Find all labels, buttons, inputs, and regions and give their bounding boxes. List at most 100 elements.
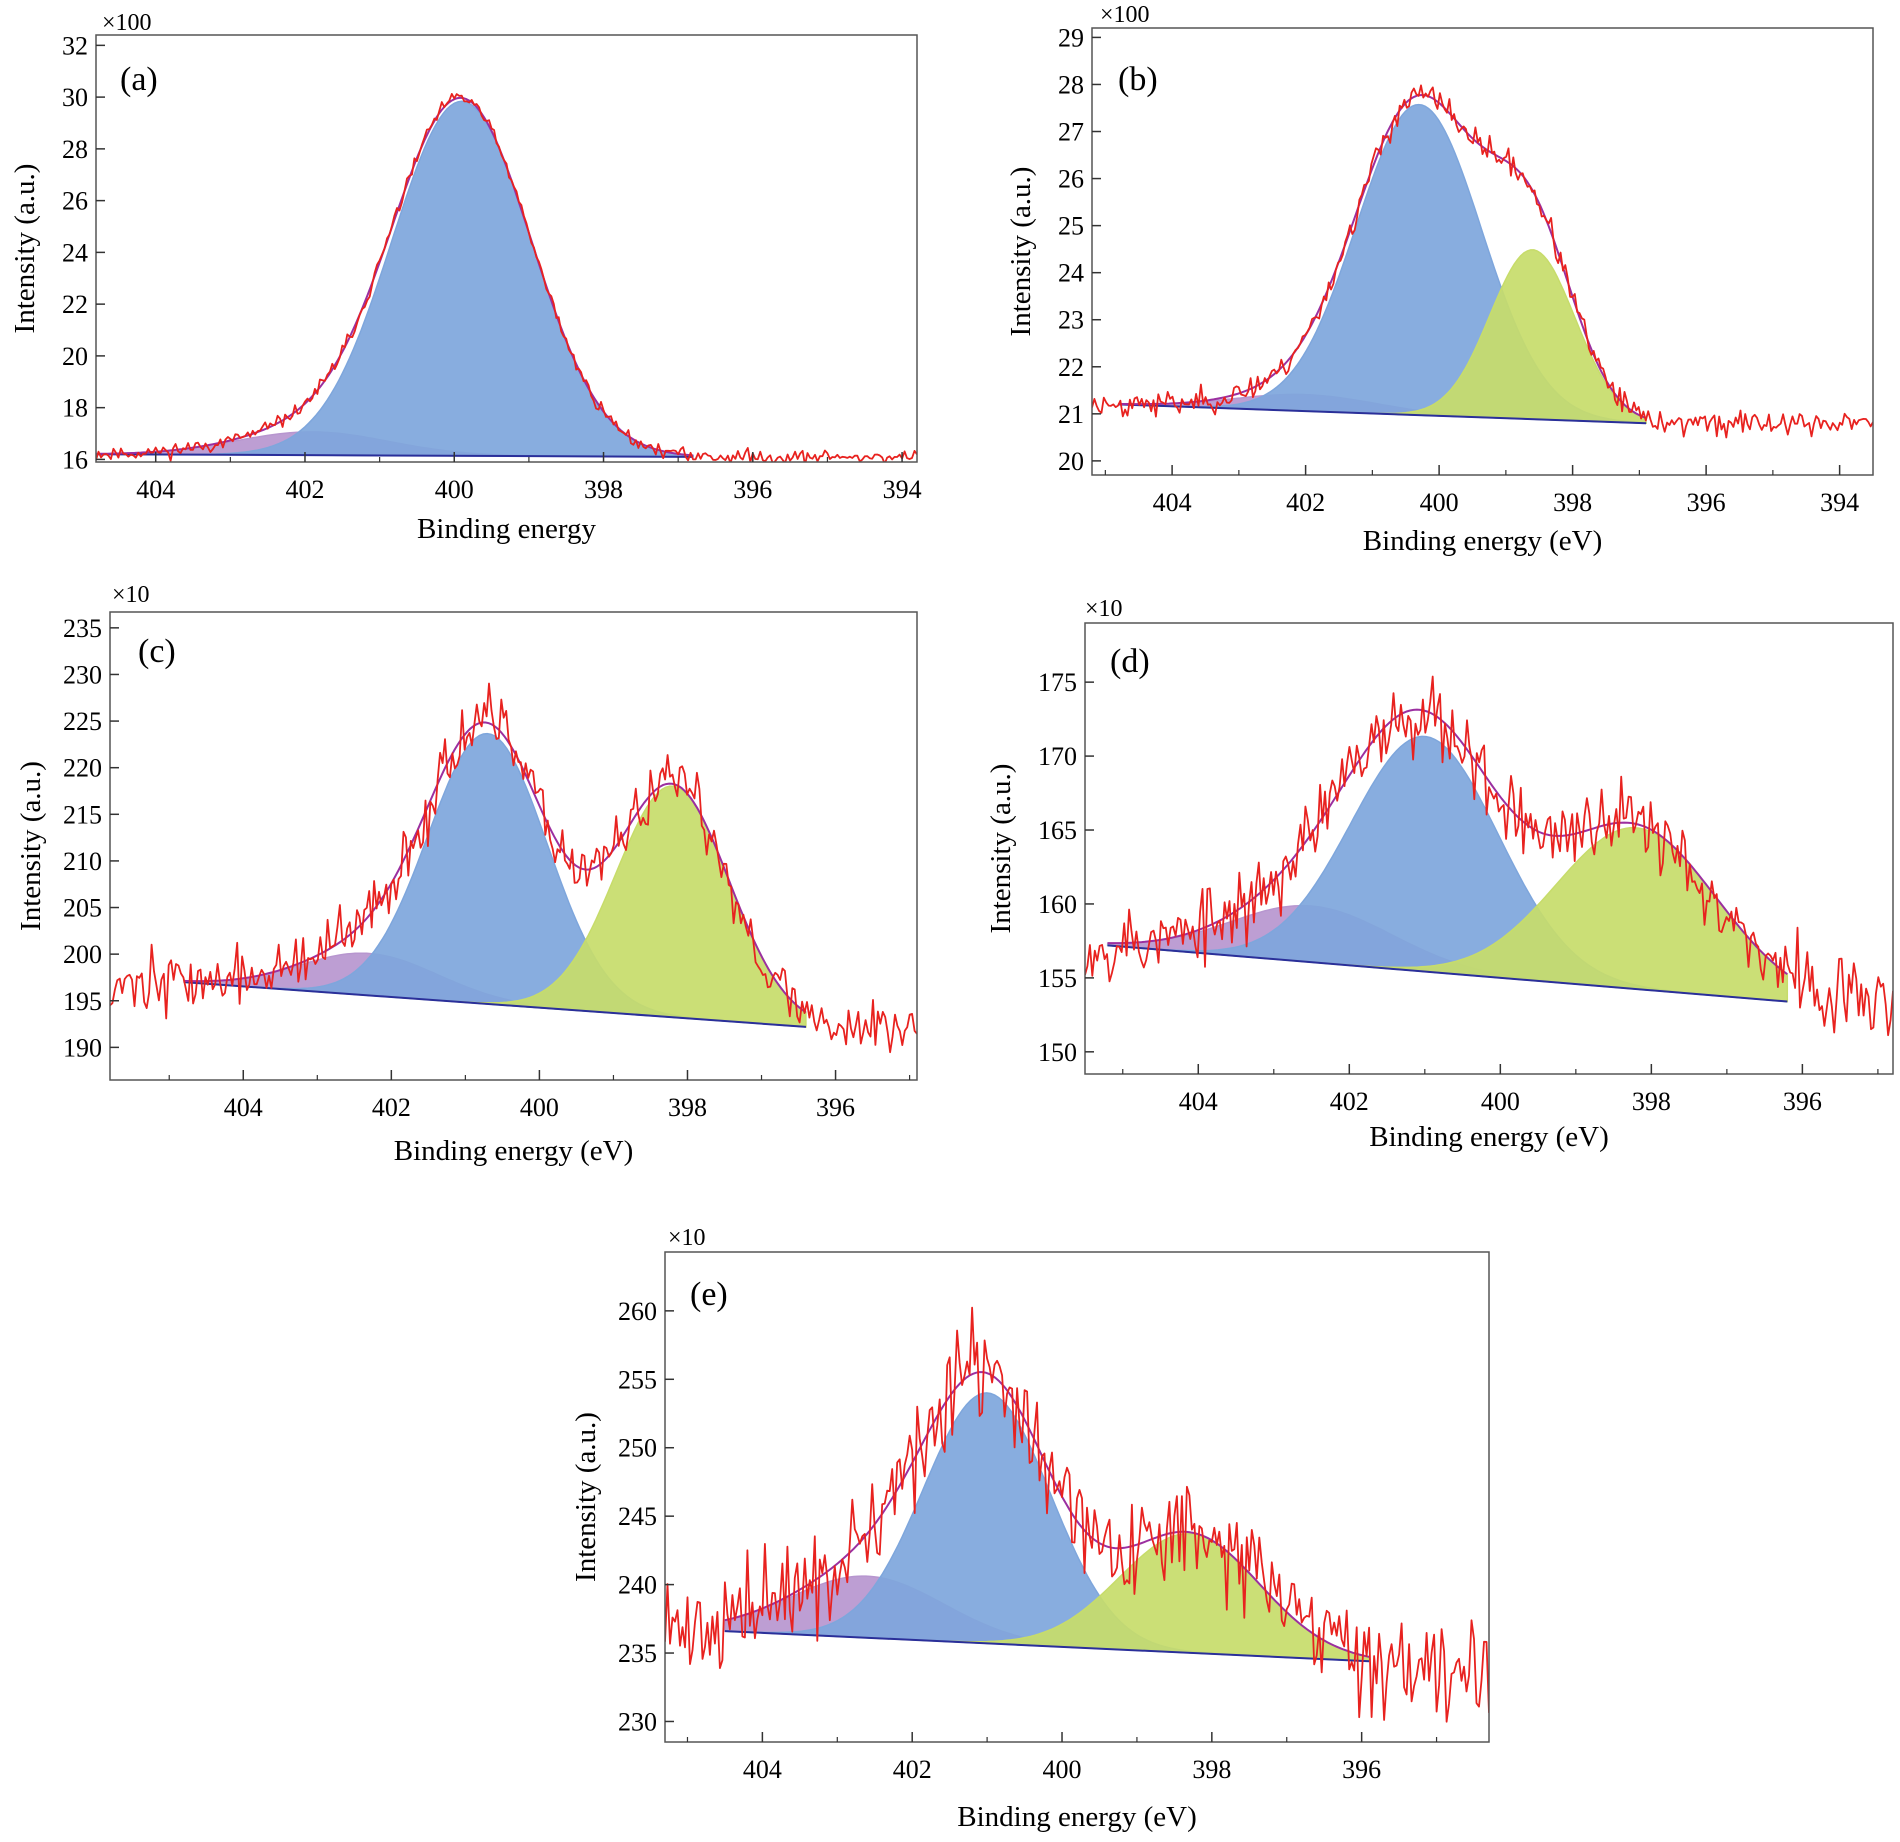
x-axis-label: Binding energy (eV) [1363,525,1602,557]
panel-label: (d) [1110,643,1150,680]
y-tick-label: 210 [63,847,102,876]
x-axis-label: Binding energy (eV) [1369,1121,1608,1153]
baseline-line [1107,944,1788,1003]
plot-area [96,93,917,462]
x-tick-label: 394 [1820,488,1859,517]
y-multiplier: ×100 [1100,2,1150,28]
x-tick-label: 404 [224,1093,263,1122]
y-axis-label: Intensity (a.u.) [570,1412,602,1582]
y-tick-label: 205 [63,894,102,923]
y-tick-label: 165 [1038,816,1077,845]
baseline-line [1118,403,1647,425]
y-tick-label: 200 [63,940,102,969]
y-tick-label: 24 [1058,259,1084,288]
x-tick-label: 402 [893,1755,932,1784]
x-tick-label: 398 [584,475,623,504]
y-multiplier: ×10 [112,582,150,608]
y-multiplier: ×10 [668,1225,706,1251]
x-tick-label: 400 [1481,1087,1520,1116]
raw-spectrum-line [96,93,917,462]
y-tick-label: 190 [63,1033,102,1062]
y-tick-label: 18 [62,394,88,423]
y-tick-label: 20 [62,342,88,371]
y-axis-label: Intensity (a.u.) [985,764,1017,934]
envelope-line [724,1371,1370,1658]
y-tick-label: 28 [1058,70,1084,99]
y-tick-label: 235 [63,614,102,643]
baseline-line [96,453,694,458]
plot-area [1085,675,1893,1037]
y-tick-label: 28 [62,135,88,164]
y-tick-label: 170 [1038,742,1077,771]
x-tick-label: 402 [1330,1087,1369,1116]
y-tick-label: 20 [1058,447,1084,476]
y-tick-label: 150 [1038,1038,1077,1067]
x-tick-label: 394 [883,475,922,504]
y-tick-label: 175 [1038,668,1077,697]
x-tick-label: 400 [1420,488,1459,517]
x-tick-label: 402 [285,475,324,504]
y-tick-label: 16 [62,445,88,474]
y-tick-label: 160 [1038,890,1077,919]
plot-frame [109,611,918,1081]
y-tick-label: 155 [1038,964,1077,993]
y-tick-label: 22 [62,290,88,319]
y-tick-label: 230 [63,660,102,689]
baseline-line [724,1630,1370,1663]
plot-frame [1084,622,1894,1075]
x-tick-label: 396 [733,475,772,504]
x-tick-label: 404 [1179,1087,1218,1116]
panel-label: (c) [138,633,176,670]
x-tick-label: 402 [1286,488,1325,517]
y-tick-label: 32 [62,31,88,60]
raw-spectrum-line [1085,675,1893,1037]
y-tick-label: 225 [63,707,102,736]
raw-spectrum-line [1092,84,1873,439]
y-tick-label: 27 [1058,118,1084,147]
y-tick-label: 21 [1058,400,1084,429]
panel-e: 404 402 400 398 396 230 235 240 245 250 255 260 Bind… [570,1225,1490,1833]
x-tick-label: 402 [372,1093,411,1122]
y-tick-label: 22 [1058,353,1084,382]
x-axis-label: Binding energy [417,513,597,545]
y-axis-label: Intensity (a.u.) [15,761,47,931]
y-tick-label: 215 [63,800,102,829]
x-tick-label: 398 [668,1093,707,1122]
panel-c: 404 402 400 398 396 190 195 200 205 210 215 220 225 2… [15,582,918,1167]
x-tick-label: 404 [136,475,175,504]
plot-area [665,1306,1489,1723]
y-multiplier: ×10 [1085,596,1123,622]
x-tick-label: 400 [435,475,474,504]
raw-spectrum-line [665,1306,1489,1723]
plot-area [1092,84,1873,439]
y-tick-label: 260 [618,1297,657,1326]
y-tick-label: 26 [62,187,88,216]
y-tick-label: 235 [618,1639,657,1668]
raw-spectrum-line [110,682,917,1054]
envelope-line [96,96,694,457]
y-tick-label: 25 [1058,212,1084,241]
x-tick-label: 396 [816,1093,855,1122]
y-tick-label: 220 [63,754,102,783]
y-tick-label: 255 [618,1365,657,1394]
panel-label: (b) [1118,61,1158,98]
x-tick-label: 404 [1153,488,1192,517]
panel-d: 404 402 400 398 396 150 155 160 165 170 175 Binding… [985,596,1894,1153]
x-tick-label: 398 [1192,1755,1231,1784]
x-tick-label: 400 [1043,1755,1082,1784]
x-tick-label: 398 [1632,1087,1671,1116]
x-tick-label: 396 [1687,488,1726,517]
envelope-line [1107,708,1788,976]
y-tick-label: 29 [1058,23,1084,52]
y-tick-label: 245 [618,1502,657,1531]
y-axis-label: Intensity (a.u.) [1005,167,1037,337]
x-axis-label: Binding energy (eV) [394,1135,633,1167]
y-tick-label: 24 [62,238,88,267]
y-tick-label: 250 [618,1434,657,1463]
plot-area [110,682,917,1054]
y-tick-label: 230 [618,1707,657,1736]
x-tick-label: 396 [1783,1087,1822,1116]
plot-frame [1091,27,1874,476]
x-axis-label: Binding energy (eV) [957,1801,1196,1833]
